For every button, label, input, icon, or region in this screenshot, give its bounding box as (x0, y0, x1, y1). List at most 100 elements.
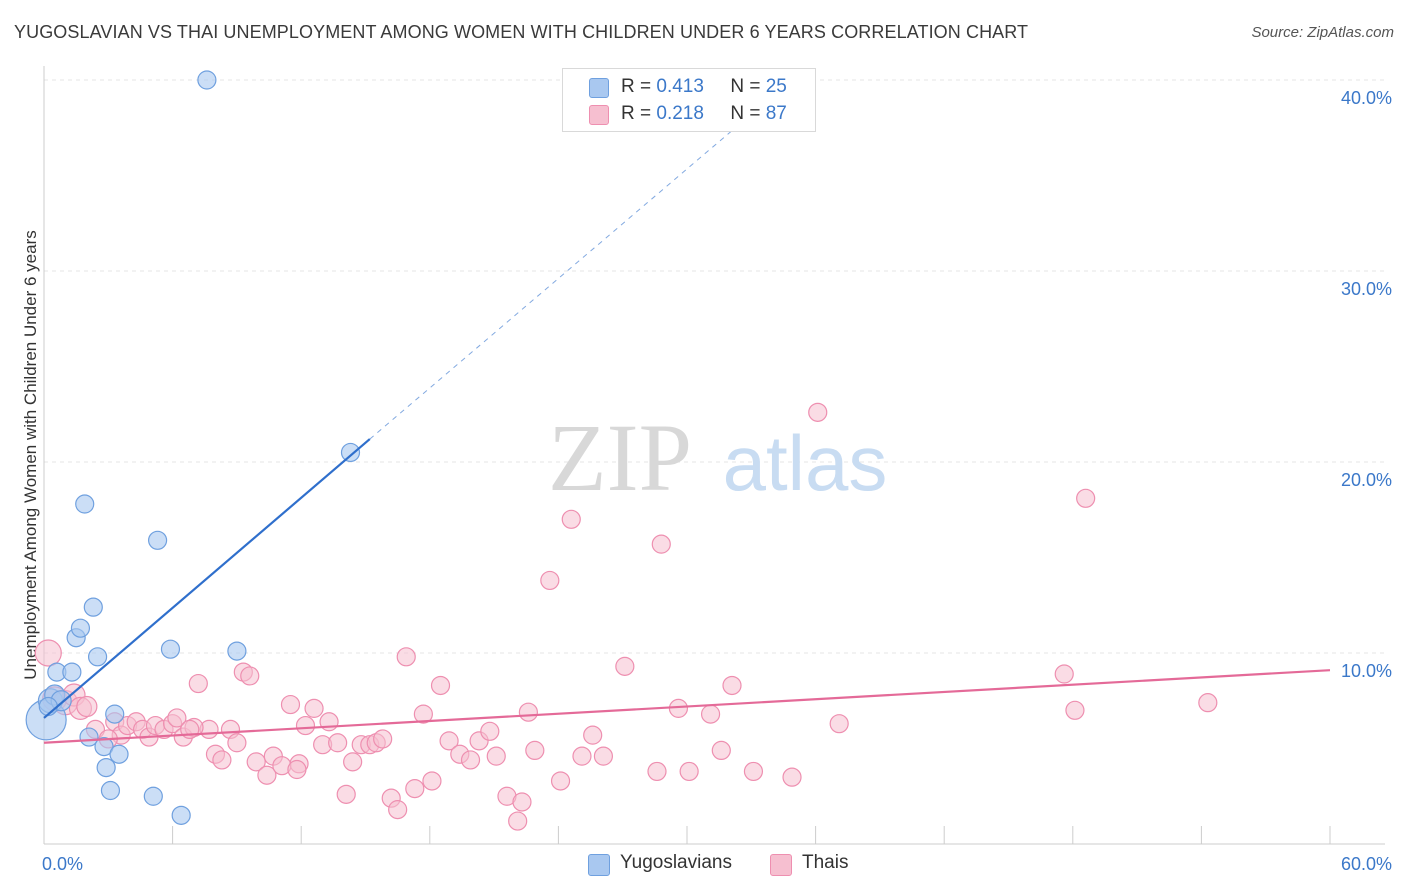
thais-point (280, 694, 301, 715)
thais-point (405, 779, 425, 799)
y-tick-label: 30.0% (1341, 279, 1392, 299)
bottom-legend-label-yugoslavians: Yugoslavians (620, 852, 732, 873)
yugoslavians-point (160, 639, 181, 659)
thais-point (388, 800, 408, 820)
thais-point (336, 784, 356, 804)
yugoslavians-point (83, 597, 103, 617)
thais-point (647, 761, 667, 782)
thais-point (480, 721, 500, 741)
thais-point (700, 704, 721, 724)
grid-lines (44, 79, 1385, 654)
thais-point (572, 746, 592, 766)
thais-point (167, 708, 187, 728)
thais-point (679, 761, 699, 782)
legend-n-value: 87 (765, 103, 787, 124)
chart-title: YUGOSLAVIAN VS THAI UNEMPLOYMENT AMONG W… (14, 22, 1029, 42)
thais-point (304, 698, 324, 718)
thais-point (422, 771, 442, 791)
thais-point (240, 666, 260, 686)
yugoslavians-series (25, 70, 361, 825)
yugoslavians-point (340, 442, 361, 463)
legend-n-label: N = (730, 103, 761, 124)
yugoslavians-point (147, 530, 168, 550)
bottom-legend-label-thais: Thais (802, 852, 849, 873)
legend-r-label: R = (621, 103, 652, 124)
thais-point (1198, 693, 1218, 713)
thais-point (76, 695, 98, 718)
thais-point (295, 715, 316, 736)
axes (43, 66, 1385, 845)
thais-point (343, 752, 363, 772)
thais-point (508, 811, 528, 831)
thais-point (782, 767, 802, 787)
trend-lines (43, 68, 1331, 744)
thais-point (525, 740, 545, 761)
thais-point (396, 647, 416, 667)
yugoslavians-point (94, 736, 114, 757)
thais-point (287, 759, 307, 780)
yugoslavians-point (105, 704, 125, 724)
legend: R = 0.413 N = 25 R = 0.218 N = 87 (562, 68, 816, 132)
thais-point (188, 673, 208, 694)
y-axis-label: Unemployment Among Women with Children U… (21, 230, 40, 679)
thais-point (1065, 700, 1085, 720)
yugoslavians-trend-line (43, 438, 371, 719)
watermark-zip: ZIP (548, 404, 692, 511)
yugoslavians-point (75, 494, 95, 514)
thais-point (808, 402, 828, 422)
yugoslavians-point (171, 805, 191, 825)
thais-point (257, 765, 277, 785)
yugoslavians-point (197, 70, 217, 90)
thais-point (711, 740, 731, 761)
yugoslavians-point (227, 641, 247, 661)
legend-swatch-thais (589, 105, 609, 125)
y-tick-labels: 10.0% 20.0% 30.0% 40.0% (1341, 88, 1392, 681)
yugoslavians-point (38, 696, 58, 717)
y-tick-label: 10.0% (1341, 661, 1392, 681)
yugoslavians-point (100, 780, 121, 801)
source-label: Source: ZipAtlas.com (1251, 24, 1394, 41)
thais-point (227, 733, 247, 753)
thais-point (651, 534, 671, 554)
thais-trend-line (43, 669, 1331, 744)
thais-point (34, 639, 62, 667)
watermark-atlas: atlas (723, 419, 888, 507)
thais-point (413, 704, 433, 724)
thais-point (430, 675, 451, 696)
thais-point (512, 792, 532, 812)
legend-n-value: 25 (765, 76, 787, 97)
bottom-legend-swatch-yugoslavians (588, 854, 610, 876)
thais-point (561, 509, 581, 529)
legend-r-label: R = (621, 76, 652, 97)
thais-point (1054, 664, 1074, 684)
thais-point (583, 725, 603, 745)
thais-point (550, 771, 571, 791)
thais-point (829, 714, 849, 734)
thais-point (486, 746, 506, 766)
bottom-legend-swatch-thais (770, 854, 792, 876)
thais-point (722, 675, 742, 696)
yugoslavians-point (87, 647, 108, 667)
y-tick-label: 40.0% (1341, 88, 1392, 108)
thais-point (540, 570, 560, 591)
thais-point (373, 729, 393, 749)
watermark: ZIP atlas (548, 404, 887, 511)
thais-point (518, 702, 538, 722)
thais-point (212, 750, 232, 770)
x-tick-label: 60.0% (1341, 854, 1392, 874)
thais-point (460, 750, 481, 770)
legend-n-label: N = (730, 76, 761, 97)
thais-point (246, 752, 266, 772)
yugoslavians-point (109, 744, 129, 764)
legend-swatch-yugoslavians (589, 78, 609, 98)
yugoslavians-point (96, 757, 116, 778)
thais-point (593, 746, 614, 766)
yugoslavians-point (62, 662, 82, 682)
x-tick-label: 0.0% (42, 854, 83, 874)
yugoslavians-point (70, 618, 91, 638)
legend-r-value: 0.218 (656, 103, 704, 124)
y-tick-label: 20.0% (1341, 470, 1392, 490)
thais-point (328, 733, 348, 753)
x-tick-labels: 0.0% 60.0% (42, 854, 1392, 874)
